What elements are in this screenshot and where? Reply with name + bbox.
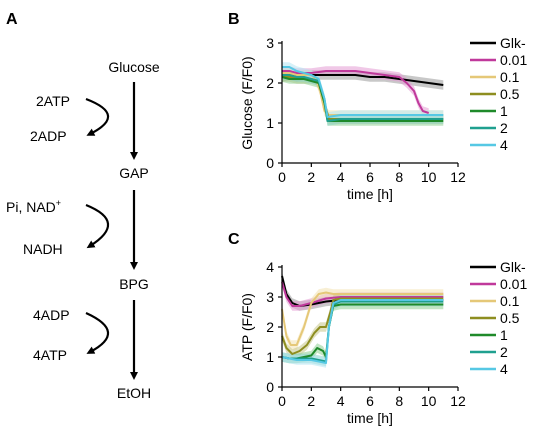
metabolite-bpg: BPG (119, 276, 149, 292)
panel-c-legend-label-series-0-1: 0.1 (500, 293, 520, 309)
panel-letter-c: C (228, 231, 240, 248)
metabolite-glucose: Glucose (108, 59, 160, 75)
panel-c-x-tick-label-12: 12 (450, 393, 466, 409)
panel-c-y-tick-label-2: 2 (266, 319, 274, 335)
panel-c-legend-label-series-4: 4 (500, 361, 508, 377)
panel-b-x-tick-label-6: 6 (366, 169, 374, 185)
panel-c-legend-label-series-0-01: 0.01 (500, 276, 527, 292)
panel-b-y-tick-label-0: 0 (266, 155, 274, 171)
panel-c-y-tick-label-3: 3 (266, 289, 274, 305)
panel-b-legend-label-series-2: 2 (500, 120, 508, 136)
panel-c-legend-label-series-1: 1 (500, 327, 508, 343)
metabolite-etoh: EtOH (117, 385, 151, 401)
panel-c-legend-label-series-glk: Glk- (500, 259, 526, 275)
panel-b-x-axis-label: time [h] (347, 186, 393, 202)
cofactor-out-3: 4ATP (33, 347, 67, 363)
panel-c-legend-label-series-0-5: 0.5 (500, 310, 520, 326)
cofactor-in-2: Pi, NAD+ (6, 198, 61, 215)
panel-a-pathway: A Glucose GAP BPG EtOH 2ATP 2ADP Pi, NAD… (6, 11, 160, 401)
panel-b-legend-label-series-4: 4 (500, 137, 508, 153)
panel-c-y-tick-label-4: 4 (266, 259, 274, 275)
panel-c-series-lines (281, 275, 444, 364)
panel-c-y-axis-label: ATP (F/F0) (239, 293, 255, 361)
panel-c-x-tick-label-2: 2 (307, 393, 315, 409)
panel-c-x-tick-label-6: 6 (366, 393, 374, 409)
panel-b-y-tick-label-1: 1 (266, 115, 274, 131)
panel-b-y-tick-label-2: 2 (266, 75, 274, 91)
panel-b-series-0-01-band (282, 66, 429, 118)
panel-b-x-tick-label-8: 8 (395, 169, 403, 185)
panel-c-x-tick-label-10: 10 (421, 393, 437, 409)
panel-c-x-tick-label-4: 4 (337, 393, 345, 409)
panel-b-x-tick-label-0: 0 (278, 169, 286, 185)
panel-c-legend-label-series-2: 2 (500, 344, 508, 360)
panel-b-y-axis-label: Glucose (F/F0) (239, 56, 255, 149)
panel-b-x-tick-label-4: 4 (337, 169, 345, 185)
panel-c-x-tick-label-8: 8 (395, 393, 403, 409)
cofactor-curve-arrow-2 (85, 203, 110, 249)
panel-b-series-lines (281, 66, 444, 122)
cofactor-out-1: 2ADP (30, 128, 67, 144)
panel-b-series-2-line (282, 74, 444, 122)
panel-b-legend-label-series-0-01: 0.01 (500, 52, 527, 68)
panel-c-series-1-band (282, 299, 444, 364)
cofactor-curve-arrow-1 (85, 97, 110, 136)
panel-b-x-tick-label-2: 2 (307, 169, 315, 185)
panel-b-x-tick-label-10: 10 (421, 169, 437, 185)
cofactor-in-1: 2ATP (36, 93, 70, 109)
panel-c-series-1-line (281, 303, 444, 360)
panel-b-legend-label-series-1: 1 (500, 103, 508, 119)
panel-c-series-0-1-line (281, 291, 444, 346)
panel-c-x-tick-label-0: 0 (278, 393, 286, 409)
panel-letter-b: B (228, 11, 240, 28)
panel-letter-a: A (6, 11, 18, 28)
panel-b-legend-label-series-0-1: 0.1 (500, 69, 520, 85)
panel-c-y-tick-label-1: 1 (266, 349, 274, 365)
metabolite-gap: GAP (119, 165, 149, 181)
panel-b-legend-label-series-0-5: 0.5 (500, 86, 520, 102)
cofactor-curve-arrow-3 (85, 311, 110, 354)
cofactor-out-2: NADH (23, 241, 63, 257)
panel-b-x-tick-label-12: 12 (450, 169, 466, 185)
panel-c-x-axis-label: time [h] (347, 410, 393, 426)
panel-b-series-4-line (282, 66, 444, 118)
panel-b-legend-label-series-glk: Glk- (500, 35, 526, 51)
panel-c-series-4-line (281, 299, 444, 364)
panel-b-y-tick-label-3: 3 (266, 35, 274, 51)
panel-c-y-tick-label-0: 0 (266, 379, 274, 395)
panel-c-series-0-01-line (281, 281, 444, 307)
cofactor-in-3: 4ADP (33, 307, 70, 323)
